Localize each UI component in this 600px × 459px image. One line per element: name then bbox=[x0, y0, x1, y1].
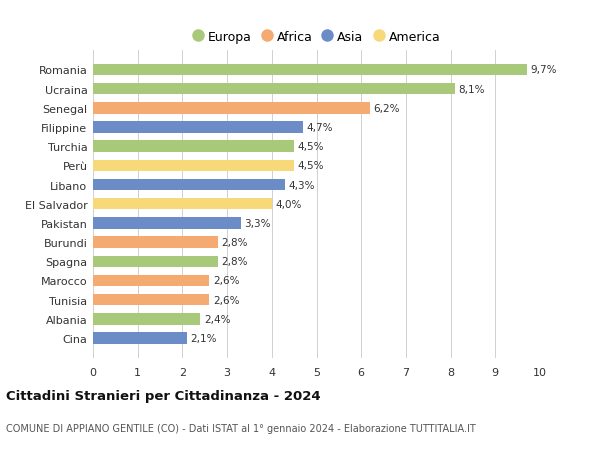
Text: 2,4%: 2,4% bbox=[204, 314, 230, 324]
Legend: Europa, Africa, Asia, America: Europa, Africa, Asia, America bbox=[188, 26, 445, 49]
Bar bbox=[93, 294, 209, 306]
Text: 4,7%: 4,7% bbox=[307, 123, 333, 133]
Text: Cittadini Stranieri per Cittadinanza - 2024: Cittadini Stranieri per Cittadinanza - 2… bbox=[6, 389, 320, 403]
Text: 2,8%: 2,8% bbox=[222, 257, 248, 267]
Bar bbox=[93, 64, 527, 76]
Bar bbox=[93, 179, 285, 191]
Bar bbox=[93, 256, 218, 268]
Text: 9,7%: 9,7% bbox=[530, 65, 557, 75]
Bar bbox=[93, 141, 294, 152]
Bar bbox=[93, 237, 218, 248]
Bar bbox=[93, 198, 272, 210]
Text: COMUNE DI APPIANO GENTILE (CO) - Dati ISTAT al 1° gennaio 2024 - Elaborazione TU: COMUNE DI APPIANO GENTILE (CO) - Dati IS… bbox=[6, 424, 476, 433]
Text: 4,5%: 4,5% bbox=[298, 142, 324, 152]
Text: 4,5%: 4,5% bbox=[298, 161, 324, 171]
Text: 2,1%: 2,1% bbox=[190, 333, 217, 343]
Text: 3,3%: 3,3% bbox=[244, 218, 271, 229]
Text: 4,3%: 4,3% bbox=[289, 180, 315, 190]
Text: 8,1%: 8,1% bbox=[458, 84, 485, 95]
Text: 2,8%: 2,8% bbox=[222, 238, 248, 247]
Text: 6,2%: 6,2% bbox=[374, 104, 400, 113]
Bar bbox=[93, 84, 455, 95]
Bar bbox=[93, 275, 209, 286]
Text: 2,6%: 2,6% bbox=[213, 276, 239, 286]
Bar bbox=[93, 313, 200, 325]
Bar bbox=[93, 122, 303, 134]
Text: 2,6%: 2,6% bbox=[213, 295, 239, 305]
Bar bbox=[93, 160, 294, 172]
Bar bbox=[93, 218, 241, 229]
Bar bbox=[93, 333, 187, 344]
Text: 4,0%: 4,0% bbox=[275, 199, 302, 209]
Bar bbox=[93, 103, 370, 114]
